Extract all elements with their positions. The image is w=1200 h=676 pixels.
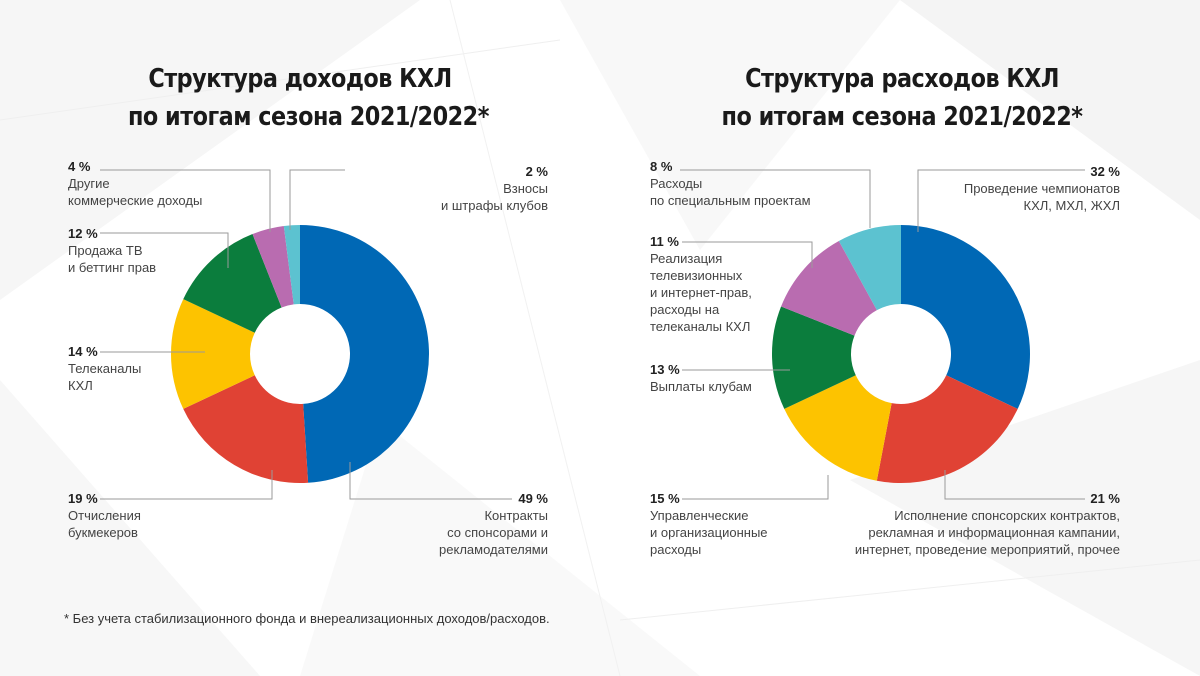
income-slice-3 — [183, 234, 282, 333]
income-slice-5 — [283, 225, 300, 305]
income-leader-line-4 — [289, 169, 345, 230]
income-leader-line-5 — [349, 462, 512, 500]
expense-text-tv-rights: Реализация телевизионных и интернет-прав… — [650, 251, 752, 334]
income-title-line-2: по итогам сезона 2021/2022* — [128, 102, 489, 132]
expense-text-sponsor-contracts: Исполнение спонсорских контрактов, рекла… — [854, 508, 1120, 557]
income-label-club-fees: 2 % Взносы и штрафы клубов — [348, 163, 548, 214]
expense-pct-club-payments: 13 % — [650, 362, 680, 377]
income-text-khl-tv: Телеканалы КХЛ — [68, 361, 142, 393]
expense-label-tv-rights: 11 % Реализация телевизионных и интернет… — [650, 233, 752, 335]
income-pct-sponsors: 49 % — [518, 491, 548, 506]
expense-title-line-2: по итогам сезона 2021/2022* — [721, 102, 1083, 132]
expense-slice-0 — [901, 225, 1030, 409]
income-pct-khl-tv: 14 % — [68, 344, 98, 359]
expense-label-special-projects: 8 % Расходы по специальным проектам — [650, 158, 811, 209]
income-pct-tv-betting: 12 % — [68, 226, 98, 241]
expense-label-management: 15 % Управленческие и организационные ра… — [650, 490, 768, 558]
income-pct-other-commercial: 4 % — [68, 159, 91, 174]
income-label-tv-betting: 12 % Продажа ТВ и беттинг прав — [68, 225, 156, 276]
income-text-other-commercial: Другие коммерческие доходы — [68, 176, 203, 208]
income-text-sponsors: Контракты со спонсорами и рекламодателям… — [439, 508, 548, 557]
expense-text-club-payments: Выплаты клубам — [650, 379, 752, 394]
income-pct-club-fees: 2 % — [525, 164, 548, 179]
expense-title-line-1: Структура расходов КХЛ — [745, 64, 1059, 94]
expense-pct-sponsor-contracts: 21 % — [1090, 491, 1120, 506]
expense-leader-line-3 — [682, 475, 829, 500]
expense-pct-management: 15 % — [650, 491, 680, 506]
expense-slice-4 — [781, 240, 877, 336]
income-text-bookmakers: Отчисления букмекеров — [68, 508, 141, 540]
expense-pct-championships: 32 % — [1090, 164, 1120, 179]
expense-slice-2 — [784, 375, 892, 481]
expense-text-championships: Проведение чемпионатов КХЛ, МХЛ, ЖХЛ — [963, 181, 1120, 213]
income-slice-4 — [252, 226, 294, 308]
income-leader-line-3 — [100, 470, 273, 500]
expense-slice-5 — [838, 225, 901, 311]
expense-chart-title: Структура расходов КХЛ по итогам сезона … — [721, 60, 1083, 136]
income-label-sponsors: 49 % Контракты со спонсорами и рекламода… — [348, 490, 548, 558]
expense-leader-line-4 — [917, 169, 1085, 232]
expense-leader-line-5 — [944, 470, 1085, 500]
income-pct-bookmakers: 19 % — [68, 491, 98, 506]
footnote: * Без учета стабилизационного фонда и вн… — [64, 611, 550, 626]
expense-label-championships: 32 % Проведение чемпионатов КХЛ, МХЛ, ЖХ… — [860, 163, 1120, 214]
income-label-other-commercial: 4 % Другие коммерческие доходы — [68, 158, 202, 209]
expense-label-club-payments: 13 % Выплаты клубам — [650, 361, 752, 395]
income-leader-line-1 — [100, 232, 229, 268]
income-title-line-1: Структура доходов КХЛ — [148, 64, 452, 94]
income-leader-line-0 — [100, 169, 271, 232]
expense-text-special-projects: Расходы по специальным проектам — [650, 176, 811, 208]
income-slice-1 — [183, 375, 309, 483]
income-slice-0 — [300, 225, 429, 483]
expense-slice-1 — [876, 375, 1018, 483]
income-label-bookmakers: 19 % Отчисления букмекеров — [68, 490, 141, 541]
income-chart-title: Структура доходов КХЛ по итогам сезона 2… — [128, 60, 489, 136]
expense-leader-line-0 — [680, 169, 871, 228]
income-text-tv-betting: Продажа ТВ и беттинг прав — [68, 243, 157, 275]
income-label-khl-tv: 14 % Телеканалы КХЛ — [68, 343, 141, 394]
expense-label-sponsor-contracts: 21 % Исполнение спонсорских контрактов, … — [820, 490, 1120, 558]
expense-pct-tv-rights: 11 % — [650, 234, 679, 249]
income-text-club-fees: Взносы и штрафы клубов — [440, 181, 548, 213]
expense-pct-special-projects: 8 % — [650, 159, 673, 174]
expense-leader-line-1 — [682, 241, 813, 268]
expense-text-management: Управленческие и организационные расходы — [650, 508, 768, 557]
income-slice-2 — [170, 299, 255, 409]
expense-slice-3 — [771, 306, 856, 409]
